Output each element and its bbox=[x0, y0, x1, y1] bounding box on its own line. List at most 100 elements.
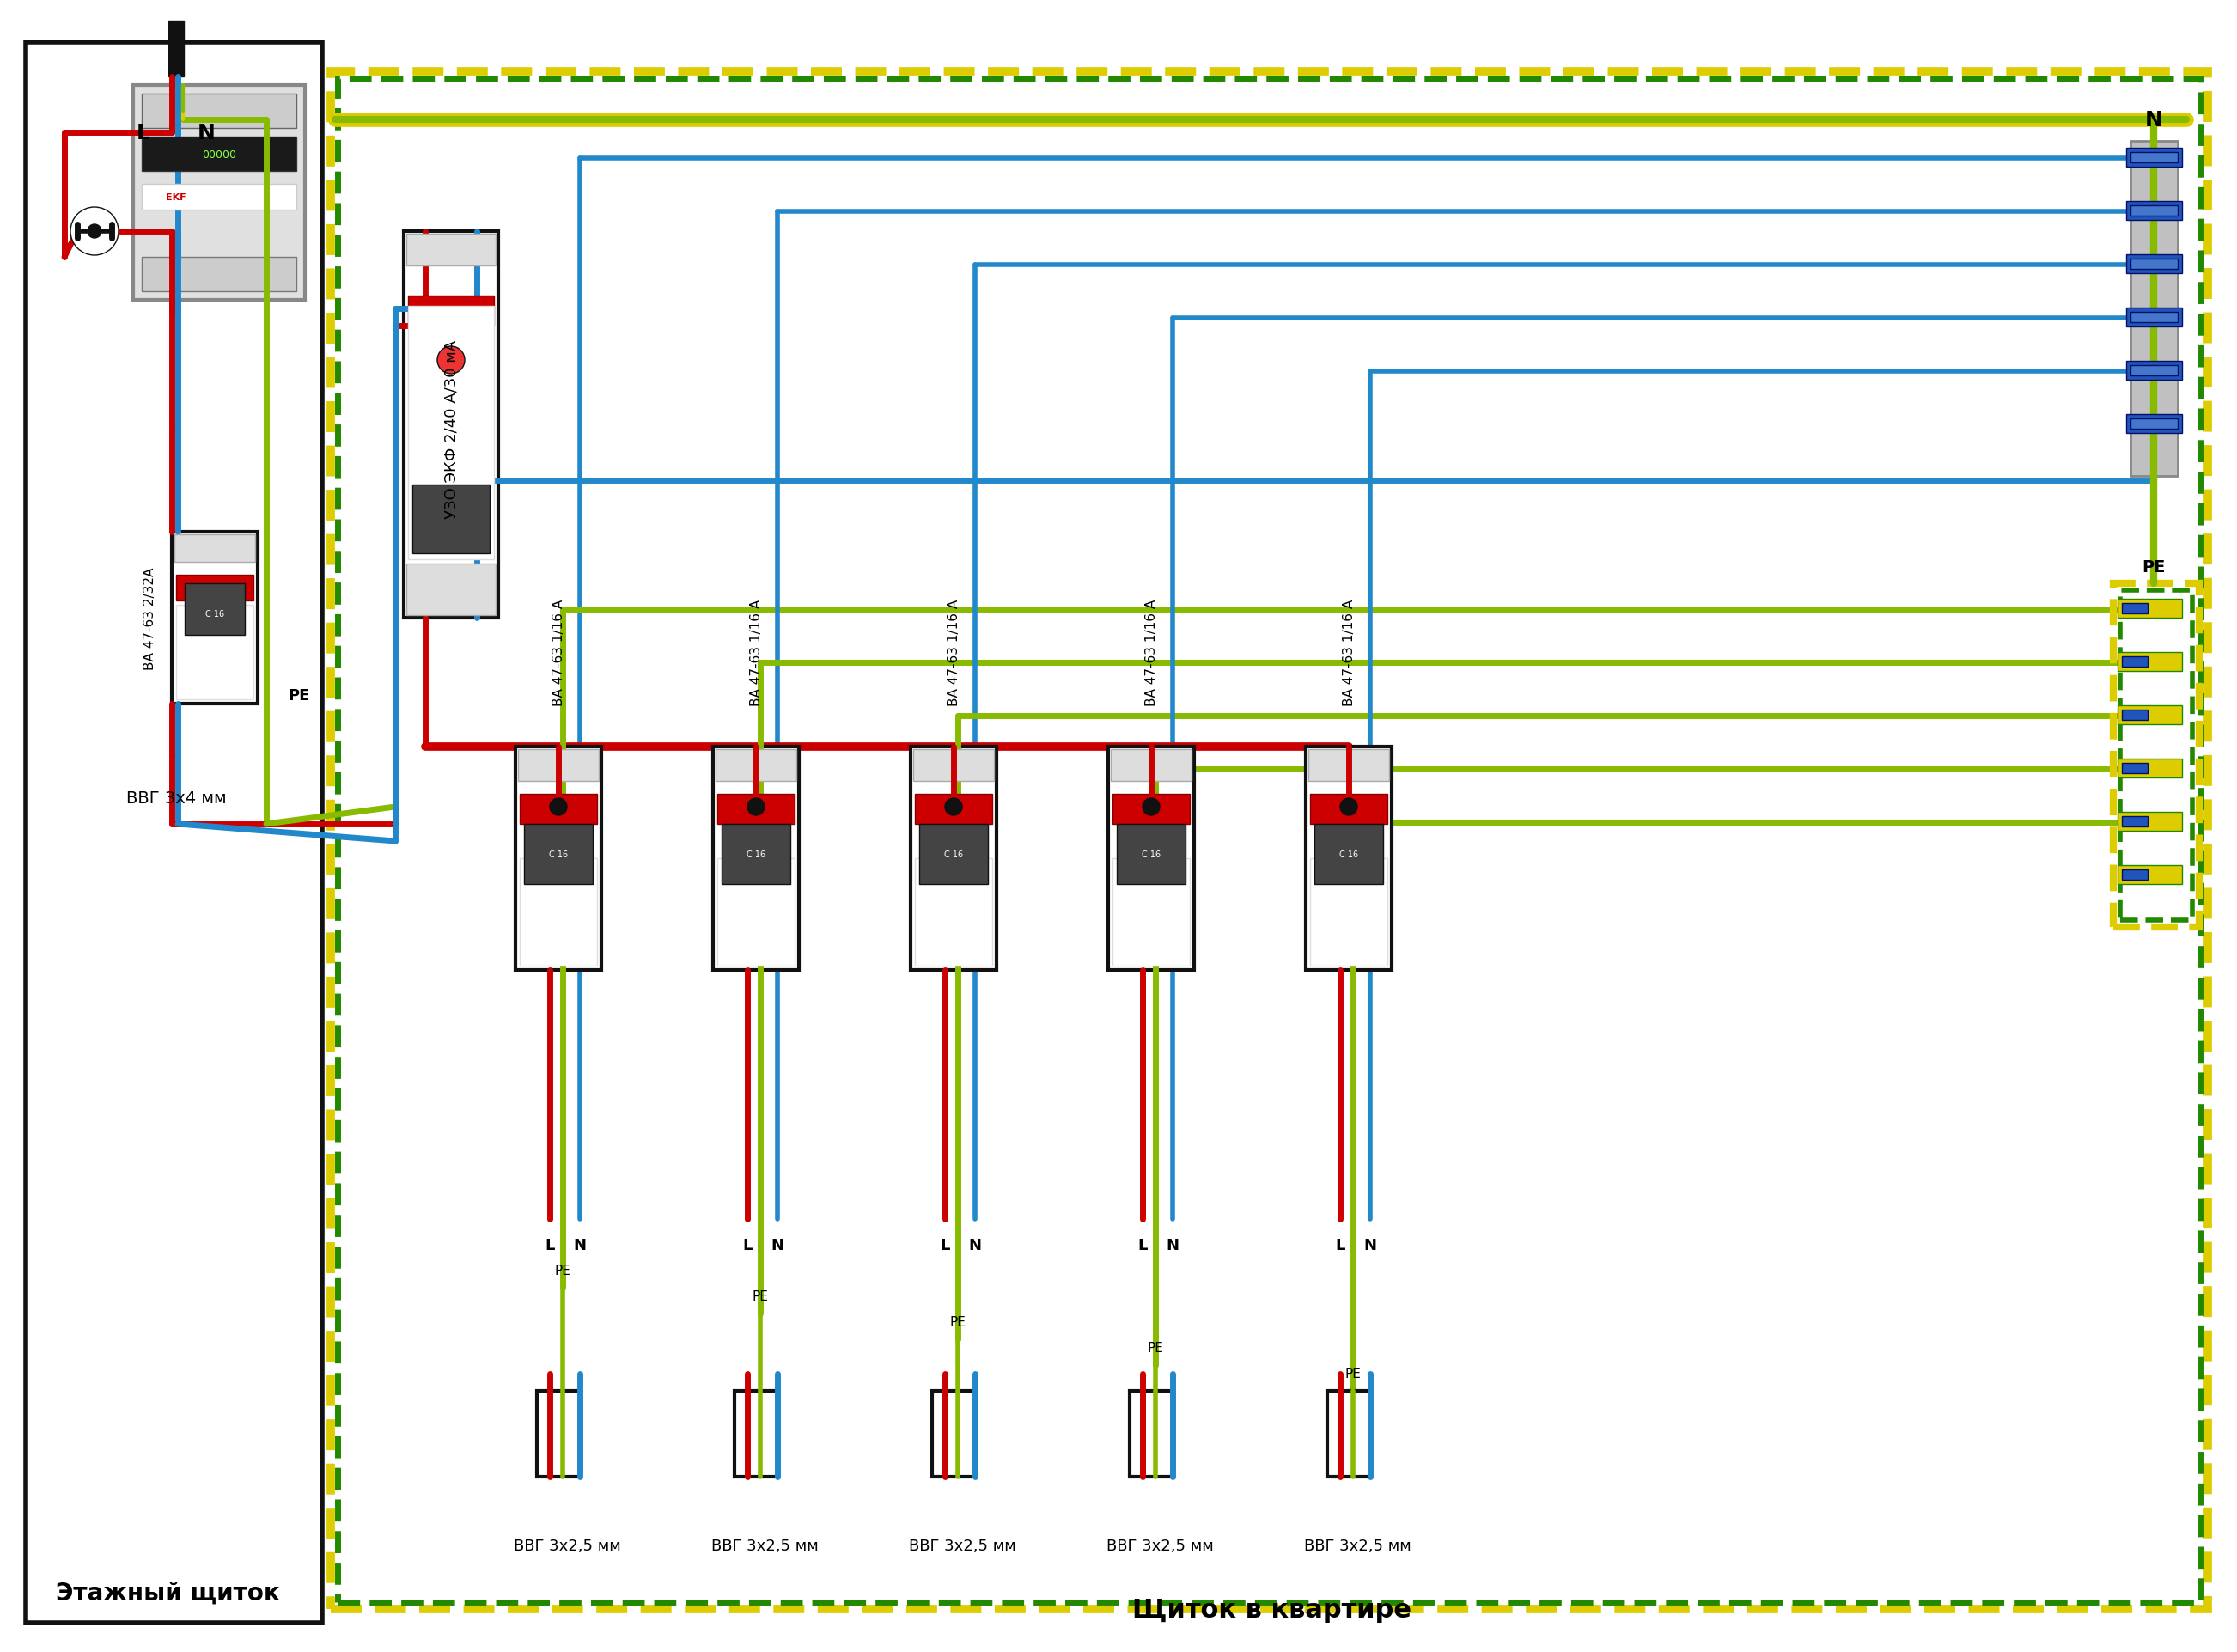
Text: N: N bbox=[573, 1237, 586, 1252]
Text: N: N bbox=[1165, 1237, 1179, 1252]
Bar bbox=[2118, 653, 2181, 671]
Bar bbox=[2123, 710, 2148, 720]
Text: ВВГ 3х2,5 мм: ВВГ 3х2,5 мм bbox=[1304, 1538, 1412, 1553]
Text: ВА 47-63 1/16 А: ВА 47-63 1/16 А bbox=[749, 600, 763, 705]
Text: EKF: EKF bbox=[1340, 805, 1356, 813]
Bar bbox=[27, 43, 322, 1622]
Circle shape bbox=[1340, 798, 1358, 816]
Text: PE: PE bbox=[752, 1290, 767, 1303]
Bar bbox=[412, 486, 490, 553]
Text: УЗО ЭКФ 2/40 А/30 мА: УЗО ЭКФ 2/40 А/30 мА bbox=[443, 340, 459, 519]
Bar bbox=[915, 859, 993, 966]
Text: PE: PE bbox=[1344, 1368, 1360, 1379]
Bar bbox=[407, 563, 497, 616]
Bar bbox=[915, 795, 993, 824]
Bar bbox=[714, 747, 799, 970]
Bar bbox=[1107, 747, 1195, 970]
Text: PE: PE bbox=[555, 1264, 570, 1277]
Bar bbox=[523, 824, 593, 884]
Bar bbox=[407, 235, 497, 266]
Bar bbox=[172, 532, 257, 704]
Bar bbox=[177, 575, 253, 601]
Bar bbox=[2130, 312, 2179, 322]
Circle shape bbox=[436, 347, 465, 375]
Text: Щиток в квартире: Щиток в квартире bbox=[1132, 1597, 1412, 1622]
Text: EKF: EKF bbox=[747, 805, 763, 813]
Text: N: N bbox=[772, 1237, 783, 1252]
Bar bbox=[1309, 750, 1389, 781]
Bar bbox=[141, 94, 295, 129]
Bar bbox=[1130, 1391, 1172, 1477]
Bar bbox=[186, 583, 244, 636]
Text: ВВГ 3х2,5 мм: ВВГ 3х2,5 мм bbox=[908, 1538, 1016, 1553]
Bar bbox=[913, 750, 993, 781]
Text: PE: PE bbox=[2141, 558, 2165, 575]
Bar bbox=[2125, 415, 2181, 433]
Text: 00000: 00000 bbox=[201, 149, 237, 160]
Text: C 16: C 16 bbox=[206, 610, 224, 618]
Bar bbox=[519, 859, 597, 966]
Circle shape bbox=[69, 208, 119, 256]
Bar bbox=[1311, 859, 1387, 966]
Bar bbox=[910, 747, 995, 970]
Bar bbox=[919, 824, 989, 884]
Bar bbox=[2125, 202, 2181, 221]
Bar bbox=[2118, 758, 2181, 778]
Text: C 16: C 16 bbox=[944, 851, 964, 859]
Bar bbox=[933, 1391, 975, 1477]
Text: EKF: EKF bbox=[166, 193, 186, 202]
Bar bbox=[2125, 362, 2181, 380]
Text: EKF: EKF bbox=[443, 307, 461, 316]
Text: L: L bbox=[1335, 1237, 1344, 1252]
Bar bbox=[2123, 871, 2148, 881]
Circle shape bbox=[747, 798, 765, 816]
Text: ВА 47-63 2/32А: ВА 47-63 2/32А bbox=[143, 567, 157, 669]
Bar bbox=[2130, 365, 2179, 377]
Text: PE: PE bbox=[289, 687, 309, 704]
Bar bbox=[2123, 763, 2148, 773]
Bar bbox=[2125, 309, 2181, 327]
Bar bbox=[2125, 149, 2181, 167]
Text: N: N bbox=[2145, 111, 2163, 131]
Bar bbox=[2130, 259, 2179, 269]
Text: L: L bbox=[940, 1237, 951, 1252]
Text: ВВГ 3х4 мм: ВВГ 3х4 мм bbox=[125, 790, 226, 806]
Bar bbox=[407, 296, 494, 327]
Bar bbox=[2130, 154, 2179, 164]
Text: EKF: EKF bbox=[550, 805, 566, 813]
Bar bbox=[519, 750, 600, 781]
Bar bbox=[1112, 750, 1192, 781]
Text: L: L bbox=[136, 122, 150, 144]
Bar bbox=[141, 185, 295, 210]
Circle shape bbox=[87, 225, 101, 238]
Bar bbox=[2118, 866, 2181, 884]
Bar bbox=[2123, 657, 2148, 667]
Bar bbox=[403, 231, 499, 618]
Bar bbox=[2118, 600, 2181, 618]
Bar bbox=[177, 605, 253, 700]
Bar bbox=[718, 859, 794, 966]
Bar bbox=[2130, 142, 2179, 476]
Bar bbox=[1112, 859, 1190, 966]
Text: ВВГ 3х2,5 мм: ВВГ 3х2,5 мм bbox=[515, 1538, 620, 1553]
Text: C 16: C 16 bbox=[1340, 851, 1358, 859]
Bar bbox=[2123, 816, 2148, 828]
Bar bbox=[519, 795, 597, 824]
Bar bbox=[141, 137, 295, 172]
Bar bbox=[1327, 1391, 1371, 1477]
Text: N: N bbox=[197, 122, 215, 144]
Bar bbox=[168, 21, 183, 78]
Bar bbox=[174, 535, 255, 562]
Text: C 16: C 16 bbox=[747, 851, 765, 859]
Text: ВА 47-63 1/16 А: ВА 47-63 1/16 А bbox=[553, 600, 564, 705]
Bar bbox=[2130, 206, 2179, 216]
Bar bbox=[734, 1391, 778, 1477]
Circle shape bbox=[1143, 798, 1159, 816]
Bar bbox=[1306, 747, 1391, 970]
Bar bbox=[2118, 813, 2181, 831]
Text: L: L bbox=[743, 1237, 752, 1252]
Text: ВА 47-63 1/16 А: ВА 47-63 1/16 А bbox=[1342, 600, 1356, 705]
Bar bbox=[141, 258, 295, 292]
Text: ВА 47-63 1/16 А: ВА 47-63 1/16 А bbox=[946, 600, 960, 705]
Bar bbox=[2130, 420, 2179, 430]
